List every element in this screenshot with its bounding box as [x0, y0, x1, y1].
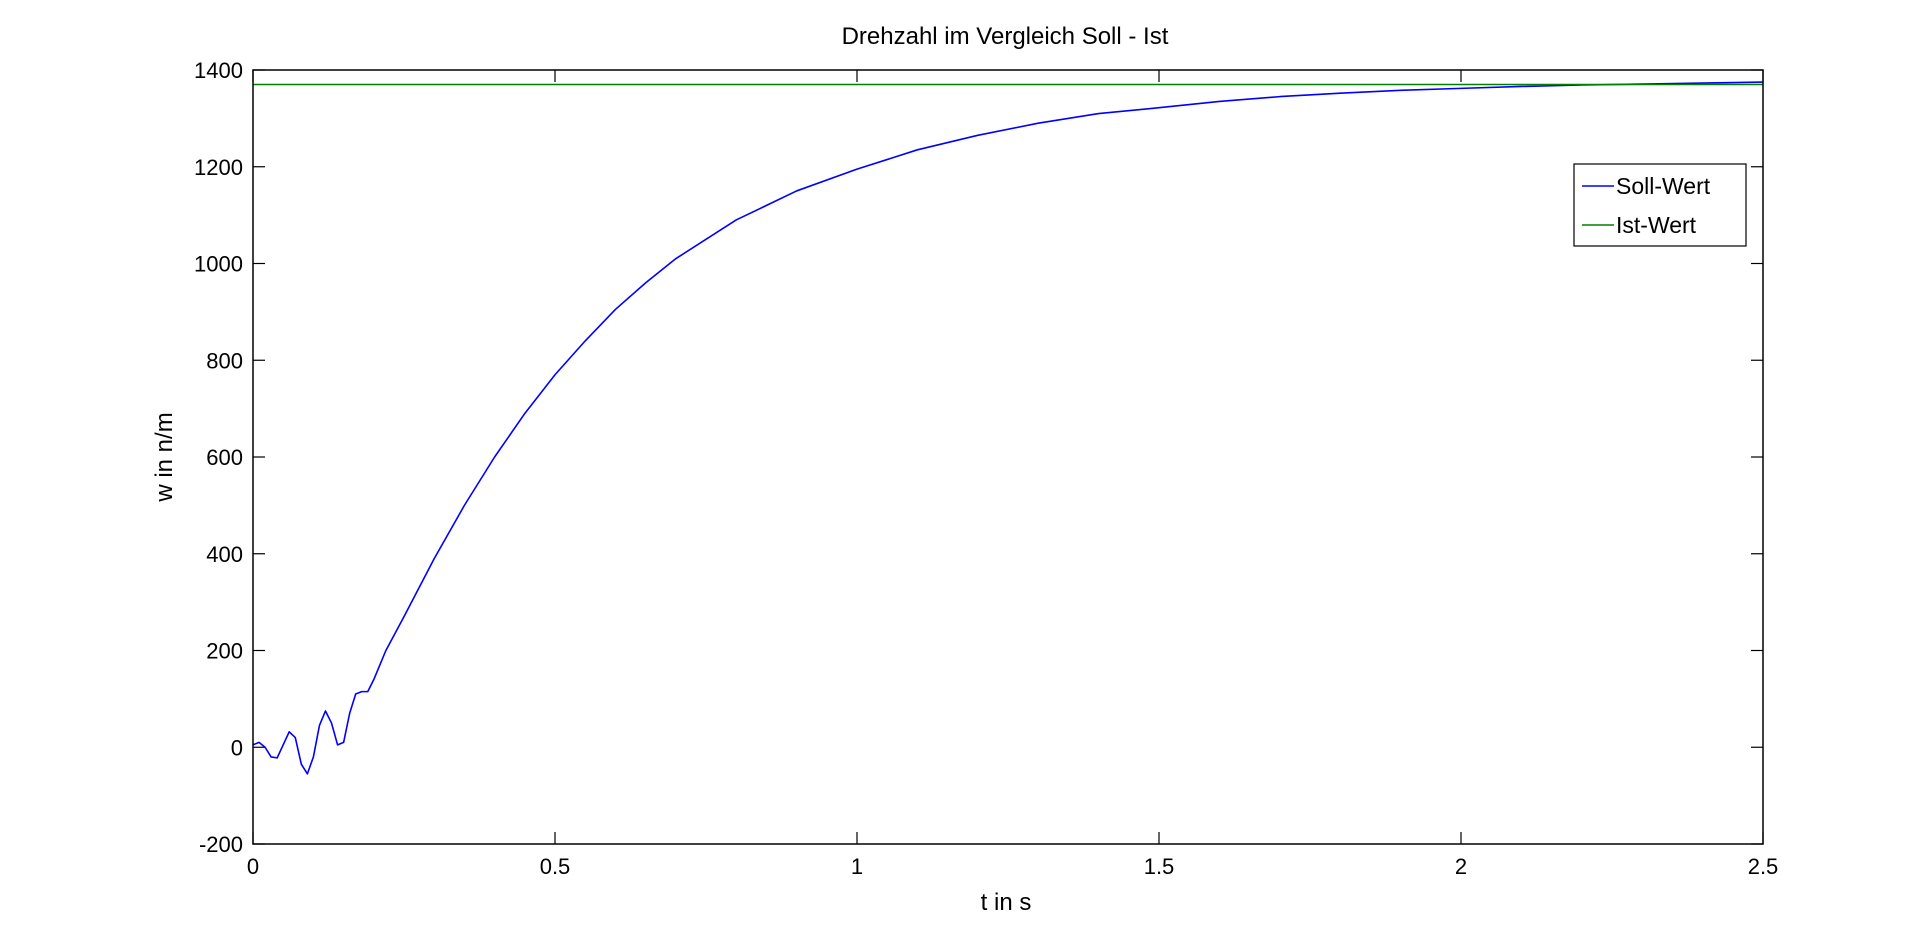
y-tick-label: 800 [206, 348, 243, 373]
plot-frame [252, 69, 1764, 845]
x-tick-label: 1.5 [1144, 854, 1175, 879]
legend-box [1573, 163, 1747, 247]
legend-label-ist: Ist-Wert [1616, 212, 1697, 238]
y-axis-label: w in n/m [151, 412, 178, 502]
y-tick-label: 1400 [194, 58, 243, 83]
x-tick-label: 1 [851, 854, 863, 879]
plot-lines [252, 81, 1764, 775]
legend: Soll-Wert Ist-Wert [1573, 163, 1747, 247]
x-tick-label: 2.5 [1748, 854, 1779, 879]
y-ticks: -200 0 200 400 600 800 1000 1200 1400 [194, 58, 1763, 857]
y-tick-label: 0 [231, 735, 243, 760]
legend-label-soll: Soll-Wert [1616, 173, 1711, 199]
series-line-soll-wert [252, 81, 1764, 775]
x-tick-label: 2 [1455, 854, 1467, 879]
y-tick-label: 1000 [194, 252, 243, 277]
x-tick-label: 0.5 [540, 854, 571, 879]
chart-title: Drehzahl im Vergleich Soll - Ist [842, 23, 1169, 50]
y-tick-label: 200 [206, 639, 243, 664]
y-tick-label: 1200 [194, 155, 243, 180]
x-ticks: 0 0.5 1 1.5 2 2.5 [247, 70, 1778, 879]
y-tick-label: -200 [199, 832, 243, 857]
x-tick-label: 0 [247, 854, 259, 879]
y-tick-label: 400 [206, 542, 243, 567]
x-axis-label: t in s [981, 889, 1032, 916]
y-tick-label: 600 [206, 445, 243, 470]
